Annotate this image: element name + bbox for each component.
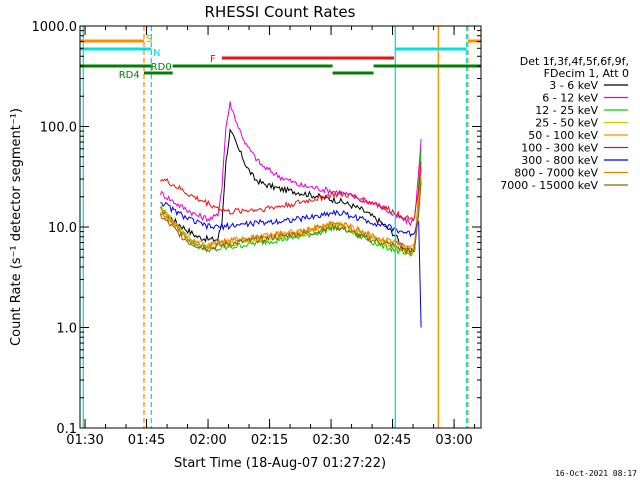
plot-frame xyxy=(79,25,482,429)
legend-header-line-1: Det 1f,3f,4f,5f,6f,9f, xyxy=(520,55,629,68)
y-tick-label-5: 1000.0 xyxy=(32,20,78,35)
interval-bars: SN F RD0 RD4 xyxy=(80,34,481,81)
legend-label-9: 7000 - 15000 keV xyxy=(500,179,598,192)
interval-label-rd0: RD0 xyxy=(151,62,172,73)
interval-label-rd4: RD4 xyxy=(119,70,140,81)
y-tick-label-2: 1.0 xyxy=(56,322,77,337)
series-line-6 xyxy=(159,161,422,223)
x-axis-label: Start Time (18-Aug-07 01:27:22) xyxy=(174,456,386,471)
legend-header-line-2: FDecim 1, Att 0 xyxy=(544,67,629,80)
x-tick-label-5: 02:30 xyxy=(312,433,349,448)
x-axis: 01:30 01:45 02:00 02:15 02:30 02:45 03:00 xyxy=(66,26,476,448)
series-line-1 xyxy=(160,128,422,255)
y-tick-label-4: 100.0 xyxy=(40,121,77,136)
legend-label-4: 25 - 50 keV xyxy=(535,117,598,130)
x-tick-label-7: 03:00 xyxy=(435,433,472,448)
markers-layer xyxy=(82,26,469,428)
data-layer xyxy=(159,101,422,328)
series-line-2 xyxy=(159,101,422,227)
x-tick-label-3: 02:00 xyxy=(189,433,226,448)
x-tick-label-6: 02:45 xyxy=(374,433,411,448)
y-axis: 0.1 1.0 10.0 100.0 1000.0 xyxy=(32,20,481,437)
x-tick-label-1: 01:30 xyxy=(66,433,103,448)
legend-label-8: 800 - 7000 keV xyxy=(514,167,598,180)
legend-label-3: 12 - 25 keV xyxy=(535,104,598,117)
interval-label-f: F xyxy=(210,54,216,65)
legend-label-2: 6 - 12 keV xyxy=(542,92,598,105)
series-line-3 xyxy=(160,148,422,257)
interval-label-s: S xyxy=(146,34,152,45)
x-tick-label-4: 02:15 xyxy=(251,433,288,448)
legend-label-5: 50 - 100 keV xyxy=(528,129,598,142)
legend-label-7: 300 - 800 keV xyxy=(521,154,598,167)
series-line-9 xyxy=(159,182,422,256)
y-tick-label-3: 10.0 xyxy=(48,221,77,236)
x-tick-label-2: 01:45 xyxy=(128,433,165,448)
y-tick-label-1: 0.1 xyxy=(56,422,77,437)
series-line-7 xyxy=(160,201,422,328)
series-line-8 xyxy=(159,178,422,252)
legend: Det 1f,3f,4f,5f,6f,9f, FDecim 1, Att 0 3… xyxy=(500,55,629,192)
y-axis-label: Count Rate (s⁻¹ detector segment⁻¹) xyxy=(9,108,24,346)
chart-title: RHESSI Count Rates xyxy=(205,3,356,21)
interval-label-n: N xyxy=(153,48,160,59)
footer-timestamp: 16-Oct-2021 08:17 xyxy=(555,469,637,478)
legend-label-6: 100 - 300 keV xyxy=(521,142,598,155)
legend-label-1: 3 - 6 keV xyxy=(549,79,598,92)
